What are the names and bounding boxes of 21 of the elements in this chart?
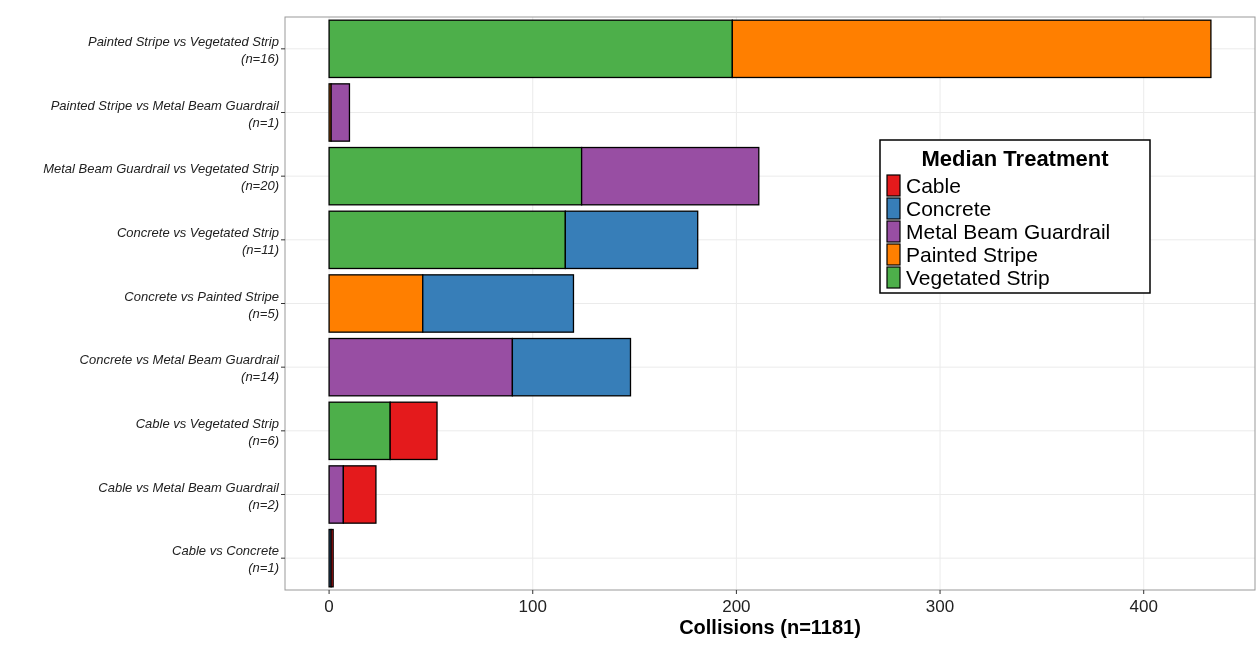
x-tick-label: 200 [722,597,751,616]
legend-label: Painted Stripe [906,243,1038,266]
x-tick-label: 300 [925,597,955,616]
y-tick-label: Cable vs Metal Beam Guardrail (n=2) [98,479,281,512]
legend-title: Median Treatment [921,146,1110,171]
x-tick-label: 100 [518,597,547,616]
legend-label: Concrete [906,197,992,220]
y-tick-label: Painted Stripe vs Vegetated Strip (n=16) [87,33,279,66]
legend-label: Cable [906,174,961,197]
legend-label: Metal Beam Guardrail [906,220,1111,243]
y-tick-label: Metal Beam Guardrail vs Vegetated Strip (n=20) [43,161,279,194]
y-tick-label: Concrete vs Metal Beam Guardrail (n=14) [79,352,281,385]
x-tick-label: 0 [324,597,334,616]
y-tick-label: Painted Stripe vs Metal Beam Guardrail (n=1) [50,97,281,130]
y-tick-label: Concrete vs Painted Stripe (n=5) [124,288,279,321]
y-tick-label: Concrete vs Vegetated Strip (n=11) [116,224,279,257]
legend-label: Vegetated Strip [906,266,1050,289]
x-tick-label: 400 [1129,597,1158,616]
y-tick-label: Cable vs Vegetated Strip (n=6) [135,415,279,448]
x-axis-title: Collisions (n=1181) [679,616,861,638]
y-tick-label: Cable vs Concrete (n=1) [172,543,279,576]
